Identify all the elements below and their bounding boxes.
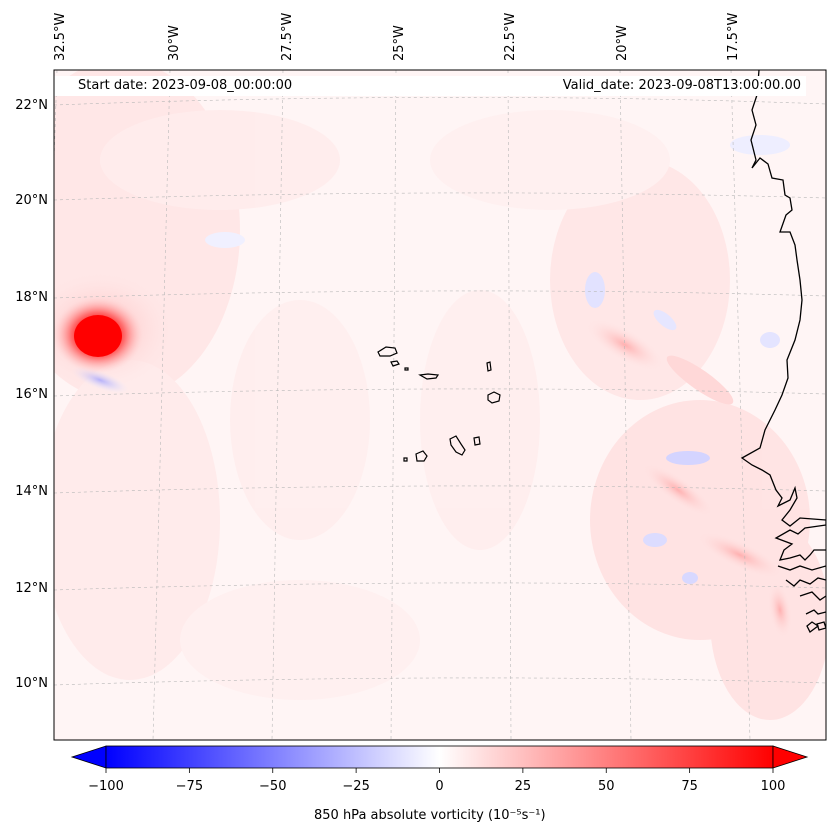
- colorbar-tick-label: 75: [681, 779, 698, 794]
- island-boavista: [487, 391, 501, 404]
- colorbar-body: [105, 745, 774, 769]
- date-header-band: [54, 76, 806, 96]
- colorbar-tick-label: −75: [175, 779, 204, 794]
- island-santa-luzia: [404, 367, 409, 371]
- coastal-vorticity-streaks: [585, 318, 793, 640]
- latitude-label: 10°N: [15, 676, 48, 691]
- island-sal: [486, 361, 492, 372]
- longitude-label: 20°W: [615, 25, 630, 61]
- colorbar: [70, 745, 809, 773]
- longitude-label: 32.5°W: [53, 12, 68, 61]
- island-sao-vicente: [390, 360, 400, 367]
- colorbar-extend-max: [772, 745, 809, 769]
- graticule: [54, 70, 826, 740]
- map-panel: [54, 70, 826, 740]
- valid-date-label: Valid_date: 2023-09-08T13:00:00.00: [562, 78, 801, 93]
- colorbar-tick-label: 25: [514, 779, 532, 794]
- map-frame: [53, 69, 827, 741]
- longitude-label: 30°W: [167, 25, 182, 61]
- island-maio: [473, 436, 481, 446]
- island-sao-nicolau: [418, 373, 440, 380]
- latitude-label: 12°N: [15, 581, 48, 596]
- longitude-label: 17.5°W: [726, 12, 741, 61]
- colorbar-ticks: [105, 768, 774, 773]
- latitude-label: 14°N: [15, 484, 48, 499]
- start-date-label: Start date: 2023-09-08_00:00:00: [78, 78, 293, 93]
- longitude-label: 22.5°W: [503, 12, 518, 61]
- colorbar-label: 850 hPa absolute vorticity (10⁻⁵s⁻¹): [314, 808, 546, 823]
- west-africa-coastline: [740, 70, 826, 633]
- vortex-maximum: [54, 270, 175, 390]
- latitude-label: 22°N: [15, 98, 48, 113]
- island-brava: [403, 457, 408, 462]
- island-fogo: [415, 450, 428, 462]
- island-santo-antao: [377, 346, 398, 357]
- island-santiago: [449, 435, 466, 456]
- latitude-label: 20°N: [15, 193, 48, 208]
- colorbar-tick-label: 0: [435, 779, 444, 794]
- colorbar-tick-label: 50: [597, 779, 615, 794]
- latitude-label: 16°N: [15, 387, 48, 402]
- colorbar-extend-min: [70, 745, 107, 769]
- colorbar-tick-label: 100: [760, 779, 786, 794]
- colorbar-tick-label: −50: [259, 779, 287, 794]
- longitude-label: 25°W: [392, 25, 407, 61]
- cape-verde-islands: [377, 346, 501, 462]
- colorbar-tick-label: −100: [88, 779, 124, 794]
- colorbar-tick-label: −25: [342, 779, 370, 794]
- latitude-label: 18°N: [15, 290, 48, 305]
- longitude-label: 27.5°W: [280, 12, 295, 61]
